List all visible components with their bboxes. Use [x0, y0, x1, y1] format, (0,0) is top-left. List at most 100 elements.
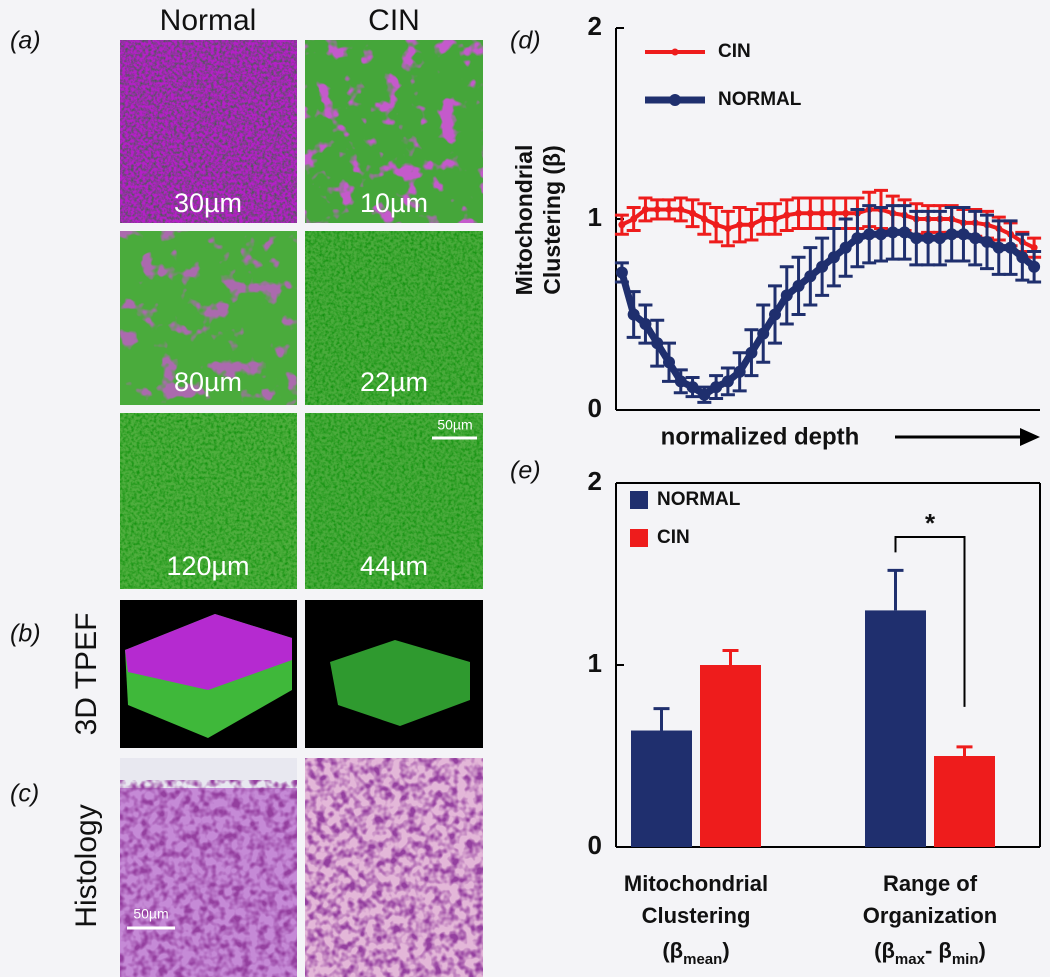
point — [698, 388, 711, 401]
bar — [631, 730, 692, 847]
significance-bracket — [894, 536, 966, 707]
images — [120, 40, 483, 977]
depth-label: 10µm — [360, 188, 428, 218]
point — [992, 241, 1005, 254]
point — [663, 356, 675, 369]
y-tick-label: 2 — [588, 466, 602, 496]
y-tick-label: 1 — [588, 648, 602, 678]
point — [1030, 244, 1038, 252]
panel-label: (a) — [10, 27, 41, 55]
image-texture — [120, 413, 297, 589]
point — [712, 221, 720, 229]
image-texture — [120, 231, 297, 405]
point — [827, 251, 840, 264]
point — [736, 221, 744, 229]
point — [1028, 260, 1041, 273]
point — [627, 308, 640, 321]
y-tick-label: 1 — [588, 202, 602, 232]
point — [686, 381, 699, 394]
point — [839, 241, 852, 254]
panel-label: (e) — [510, 457, 541, 485]
point — [933, 232, 946, 245]
error-bar — [956, 745, 973, 756]
point — [689, 209, 697, 217]
point — [910, 232, 923, 245]
panel-label: (d) — [510, 27, 541, 55]
legend-marker — [669, 94, 681, 106]
depth-arrowhead — [1020, 428, 1040, 446]
legend-label: CIN — [718, 41, 751, 62]
point — [745, 346, 758, 359]
point — [804, 270, 817, 283]
point — [875, 228, 887, 241]
point — [842, 209, 850, 217]
column-header: CIN — [368, 4, 420, 37]
point — [806, 209, 814, 217]
depth-label: 22µm — [360, 367, 428, 397]
bar — [700, 665, 761, 847]
point — [830, 209, 838, 217]
point — [816, 260, 829, 273]
x-tick-label: Range of Organization — [863, 871, 997, 928]
x-tick-sublabel: (βmean) — [662, 938, 729, 969]
volume-top — [125, 614, 292, 690]
bar — [865, 610, 926, 847]
error-bar — [887, 568, 904, 611]
depth-label: 120µm — [166, 551, 249, 581]
x-tick-sublabel: (βmax- βmin) — [874, 938, 986, 969]
row-label: Histology — [70, 804, 103, 927]
point — [957, 228, 970, 241]
legend-label: CIN — [657, 527, 690, 548]
point — [1016, 251, 1029, 264]
point — [886, 226, 899, 239]
point — [780, 289, 793, 302]
point — [674, 375, 687, 388]
point — [639, 318, 652, 331]
scale-bar-label: 50µm — [133, 906, 168, 922]
depth-label: 30µm — [174, 188, 242, 218]
point — [651, 337, 664, 350]
point — [759, 215, 767, 223]
y-tick-label: 2 — [588, 11, 602, 41]
point — [771, 215, 779, 223]
point — [677, 205, 685, 213]
point — [981, 235, 993, 248]
column-header: Normal — [160, 4, 257, 37]
legend-label: NORMAL — [718, 89, 802, 110]
image-texture — [120, 780, 297, 977]
point — [945, 228, 958, 241]
point — [863, 228, 876, 241]
point — [721, 375, 734, 388]
image-texture — [120, 40, 297, 223]
volume — [330, 640, 470, 726]
image-texture — [305, 413, 483, 589]
point — [898, 226, 911, 239]
point — [733, 365, 746, 378]
legend-swatch — [630, 491, 648, 509]
depth-label: 80µm — [174, 367, 242, 397]
depth-label: 44µm — [360, 551, 428, 581]
image-texture — [305, 40, 483, 223]
point — [757, 327, 770, 340]
point — [618, 221, 626, 229]
point — [1004, 241, 1017, 254]
image-texture — [305, 758, 483, 977]
point — [969, 232, 982, 245]
point — [724, 225, 732, 233]
panel-label: (b) — [10, 620, 41, 648]
x-tick-label: Mitochondrial Clustering — [624, 871, 768, 928]
annotation: * — [925, 508, 936, 538]
point — [792, 279, 805, 292]
point — [851, 232, 864, 245]
legend-swatch — [630, 529, 648, 547]
y-axis-label: MitochondrialClustering (β) — [511, 145, 565, 296]
point — [641, 205, 649, 213]
point — [710, 381, 723, 394]
legend-marker — [671, 48, 679, 56]
point — [747, 221, 755, 229]
point — [630, 215, 638, 223]
point — [818, 209, 826, 217]
legend-label: NORMAL — [657, 489, 741, 510]
point — [922, 232, 935, 245]
